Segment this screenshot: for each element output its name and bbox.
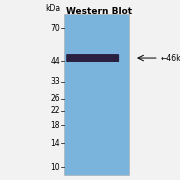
Text: 14: 14: [50, 139, 60, 148]
Text: Western Blot: Western Blot: [66, 7, 132, 16]
Text: 18: 18: [51, 121, 60, 130]
Text: 26: 26: [50, 94, 60, 103]
Text: ←46kDa: ←46kDa: [161, 53, 180, 62]
Text: 10: 10: [50, 163, 60, 172]
FancyBboxPatch shape: [64, 14, 129, 175]
Text: 70: 70: [50, 24, 60, 33]
Text: 22: 22: [51, 106, 60, 115]
Text: kDa: kDa: [45, 4, 60, 13]
Text: 44: 44: [50, 57, 60, 66]
FancyBboxPatch shape: [66, 54, 119, 62]
Text: 33: 33: [50, 77, 60, 86]
